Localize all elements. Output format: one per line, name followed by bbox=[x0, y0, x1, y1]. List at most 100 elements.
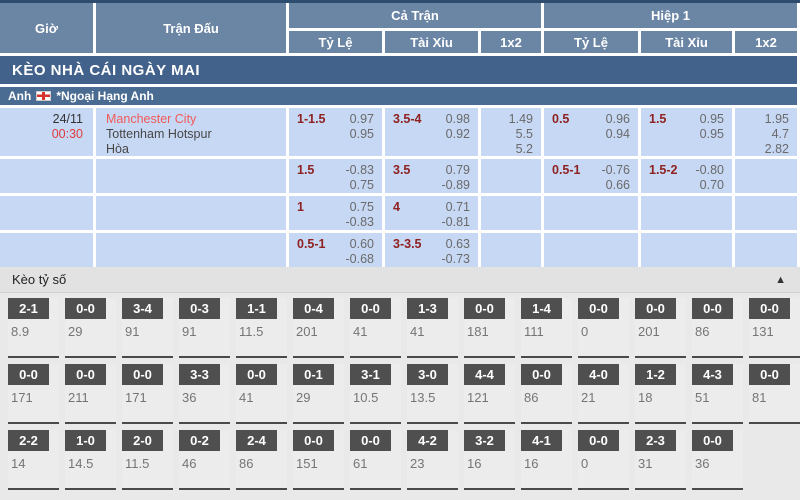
score-odds-cell[interactable]: 1-3 41 bbox=[407, 298, 458, 358]
score-odds-value: 201 bbox=[638, 324, 660, 339]
score-row: 2-1 8.9 0-0 29 3-4 91 0-3 91 1-1 11.5 0-4 201 0-0 41 1… bbox=[8, 298, 800, 358]
score-odds-value: 151 bbox=[296, 456, 318, 471]
h1-1x2-cell[interactable]: 1.95 4.7 2.82 bbox=[735, 108, 797, 156]
score-label: 0-1 bbox=[293, 364, 334, 385]
score-odds-cell[interactable]: 2-3 31 bbox=[635, 430, 686, 490]
score-odds-cell[interactable]: 0-0 201 bbox=[635, 298, 686, 358]
ft-1x2-cell[interactable]: 1.49 5.5 5.2 bbox=[481, 108, 541, 156]
score-odds-cell[interactable]: 4-2 23 bbox=[407, 430, 458, 490]
score-odds-cell[interactable]: 0-0 211 bbox=[65, 364, 116, 424]
score-odds-cell[interactable]: 0-1 29 bbox=[293, 364, 344, 424]
score-odds-cell[interactable]: 3-1 10.5 bbox=[350, 364, 401, 424]
score-odds-cell[interactable]: 3-4 91 bbox=[122, 298, 173, 358]
correct-score-header[interactable]: Kèo tỷ số ▲ bbox=[0, 267, 800, 293]
score-odds-cell[interactable]: 0-0 86 bbox=[692, 298, 743, 358]
score-label: 2-0 bbox=[122, 430, 163, 451]
score-odds-value: 171 bbox=[125, 390, 147, 405]
score-label: 0-0 bbox=[749, 364, 790, 385]
score-label: 2-1 bbox=[8, 298, 49, 319]
score-odds-value: 31 bbox=[638, 456, 653, 471]
score-odds-cell[interactable]: 0-4 201 bbox=[293, 298, 344, 358]
ft-handicap-cell-line: 0.5-1 bbox=[297, 237, 326, 251]
score-row: 2-2 14 1-0 14.5 2-0 11.5 0-2 46 2-4 86 0-0 151 0-0 61… bbox=[8, 430, 800, 490]
score-label: 0-0 bbox=[692, 430, 733, 451]
score-odds-cell[interactable]: 1-0 14.5 bbox=[65, 430, 116, 490]
score-odds-cell[interactable]: 2-4 86 bbox=[236, 430, 287, 490]
score-odds-value: 16 bbox=[524, 456, 539, 471]
score-odds-value: 86 bbox=[524, 390, 539, 405]
score-odds-cell[interactable]: 4-1 16 bbox=[521, 430, 572, 490]
score-odds-value: 41 bbox=[353, 324, 368, 339]
score-odds-cell[interactable]: 2-1 8.9 bbox=[8, 298, 59, 358]
ft-overunder-cell[interactable]: 3.5-4 0.98 0.92 bbox=[385, 108, 478, 156]
ft-handicap-cell-values: -0.83 0.75 bbox=[345, 163, 375, 192]
score-odds-cell[interactable]: 0-0 29 bbox=[65, 298, 116, 358]
away-team-link[interactable]: Tottenham Hotspur bbox=[106, 127, 212, 141]
h1-overunder-cell[interactable]: 1.5 0.95 0.95 bbox=[641, 108, 732, 156]
ft-handicap-cell[interactable]: 1 0.75 -0.83 bbox=[289, 196, 382, 230]
score-odds-cell[interactable]: 4-3 51 bbox=[692, 364, 743, 424]
score-odds-cell[interactable]: 1-1 11.5 bbox=[236, 298, 287, 358]
score-odds-cell[interactable]: 3-0 13.5 bbox=[407, 364, 458, 424]
ft-overunder-cell[interactable]: 3-3.5 0.63 -0.73 bbox=[385, 233, 478, 267]
score-odds-cell[interactable]: 0-0 151 bbox=[293, 430, 344, 490]
home-team-link[interactable]: Manchester City bbox=[106, 112, 197, 126]
ft-handicap-cell-values: 0.75 -0.83 bbox=[345, 200, 375, 229]
h1-overunder-cell[interactable]: 1.5-2 -0.80 0.70 bbox=[641, 159, 732, 193]
h1-handicap-cell-line: 0.5-1 bbox=[552, 163, 581, 177]
ft-handicap-cell[interactable]: 1-1.5 0.97 0.95 bbox=[289, 108, 382, 156]
score-label: 2-4 bbox=[236, 430, 277, 451]
score-odds-value: 21 bbox=[581, 390, 596, 405]
ft-overunder-cell[interactable]: 3.5 0.79 -0.89 bbox=[385, 159, 478, 193]
score-odds-cell[interactable]: 0-0 0 bbox=[578, 298, 629, 358]
score-label: 3-1 bbox=[350, 364, 391, 385]
score-odds-cell[interactable]: 4-0 21 bbox=[578, 364, 629, 424]
score-odds-cell[interactable]: 0-0 86 bbox=[521, 364, 572, 424]
score-odds-cell[interactable]: 0-0 171 bbox=[122, 364, 173, 424]
score-odds-cell[interactable]: 0-0 171 bbox=[8, 364, 59, 424]
h1-overunder-cell bbox=[641, 196, 732, 230]
h1-handicap-cell-values: -0.76 0.66 bbox=[601, 163, 631, 192]
score-label: 2-3 bbox=[635, 430, 676, 451]
score-odds-cell[interactable]: 0-0 81 bbox=[749, 364, 800, 424]
ft-handicap-cell-line: 1-1.5 bbox=[297, 112, 326, 126]
score-odds-cell[interactable]: 1-2 18 bbox=[635, 364, 686, 424]
h1-handicap-cell[interactable]: 0.5 0.96 0.94 bbox=[544, 108, 638, 156]
correct-score-section: Kèo tỷ số ▲ 2-1 8.9 0-0 29 3-4 91 0-3 91 1-1 11.5… bbox=[0, 267, 800, 490]
draw-label: Hòa bbox=[106, 142, 129, 156]
score-odds-cell[interactable]: 0-0 131 bbox=[749, 298, 800, 358]
ft-handicap-cell[interactable]: 0.5-1 0.60 -0.68 bbox=[289, 233, 382, 267]
score-odds-cell[interactable]: 0-2 46 bbox=[179, 430, 230, 490]
score-odds-cell[interactable]: 2-2 14 bbox=[8, 430, 59, 490]
score-label: 1-3 bbox=[407, 298, 448, 319]
score-label: 2-2 bbox=[8, 430, 49, 451]
score-odds-cell[interactable]: 0-0 61 bbox=[350, 430, 401, 490]
ft-overunder-cell[interactable]: 4 0.71 -0.81 bbox=[385, 196, 478, 230]
score-odds-cell[interactable]: 3-3 36 bbox=[179, 364, 230, 424]
score-odds-cell[interactable]: 4-4 121 bbox=[464, 364, 515, 424]
ft-overunder-cell-line: 3.5 bbox=[393, 163, 411, 177]
col-header-h1-handicap: Tỷ Lệ bbox=[544, 31, 638, 53]
score-odds-cell[interactable]: 3-2 16 bbox=[464, 430, 515, 490]
collapse-arrow-icon[interactable]: ▲ bbox=[775, 273, 786, 286]
h1-handicap-cell[interactable]: 0.5-1 -0.76 0.66 bbox=[544, 159, 638, 193]
score-odds-value: 29 bbox=[68, 324, 83, 339]
score-odds-cell[interactable]: 0-0 36 bbox=[692, 430, 743, 490]
score-odds-cell[interactable]: 0-0 41 bbox=[350, 298, 401, 358]
score-odds-cell[interactable]: 1-4 111 bbox=[521, 298, 572, 358]
score-odds-value: 86 bbox=[239, 456, 254, 471]
score-odds-cell[interactable]: 2-0 11.5 bbox=[122, 430, 173, 490]
ft-overunder-cell-values: 0.63 -0.73 bbox=[441, 237, 471, 266]
score-odds-value: 23 bbox=[410, 456, 425, 471]
score-odds-cell[interactable]: 0-0 0 bbox=[578, 430, 629, 490]
score-odds-value: 13.5 bbox=[410, 390, 436, 405]
col-header-match: Trận Đấu bbox=[96, 3, 286, 53]
score-odds-cell[interactable]: 0-3 91 bbox=[179, 298, 230, 358]
score-label: 0-0 bbox=[464, 298, 505, 319]
score-label: 0-0 bbox=[635, 298, 676, 319]
score-odds-cell[interactable]: 0-0 181 bbox=[464, 298, 515, 358]
score-odds-value: 211 bbox=[68, 390, 89, 405]
score-label: 0-0 bbox=[578, 298, 619, 319]
ft-handicap-cell[interactable]: 1.5 -0.83 0.75 bbox=[289, 159, 382, 193]
score-odds-cell[interactable]: 0-0 41 bbox=[236, 364, 287, 424]
